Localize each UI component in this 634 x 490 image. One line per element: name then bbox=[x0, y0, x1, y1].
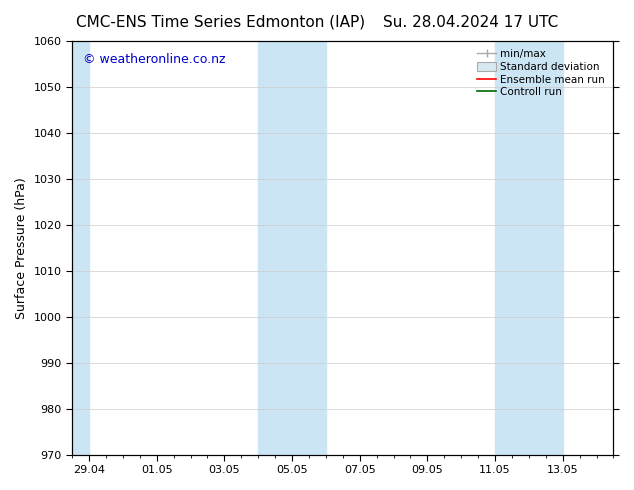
Text: CMC-ENS Time Series Edmonton (IAP): CMC-ENS Time Series Edmonton (IAP) bbox=[76, 15, 365, 30]
Legend: min/max, Standard deviation, Ensemble mean run, Controll run: min/max, Standard deviation, Ensemble me… bbox=[474, 46, 608, 100]
Text: © weatheronline.co.nz: © weatheronline.co.nz bbox=[83, 53, 226, 67]
Bar bbox=[495, 41, 563, 455]
Y-axis label: Surface Pressure (hPa): Surface Pressure (hPa) bbox=[15, 177, 28, 318]
Text: Su. 28.04.2024 17 UTC: Su. 28.04.2024 17 UTC bbox=[383, 15, 558, 30]
Bar bbox=[258, 41, 326, 455]
Bar bbox=[22, 41, 89, 455]
